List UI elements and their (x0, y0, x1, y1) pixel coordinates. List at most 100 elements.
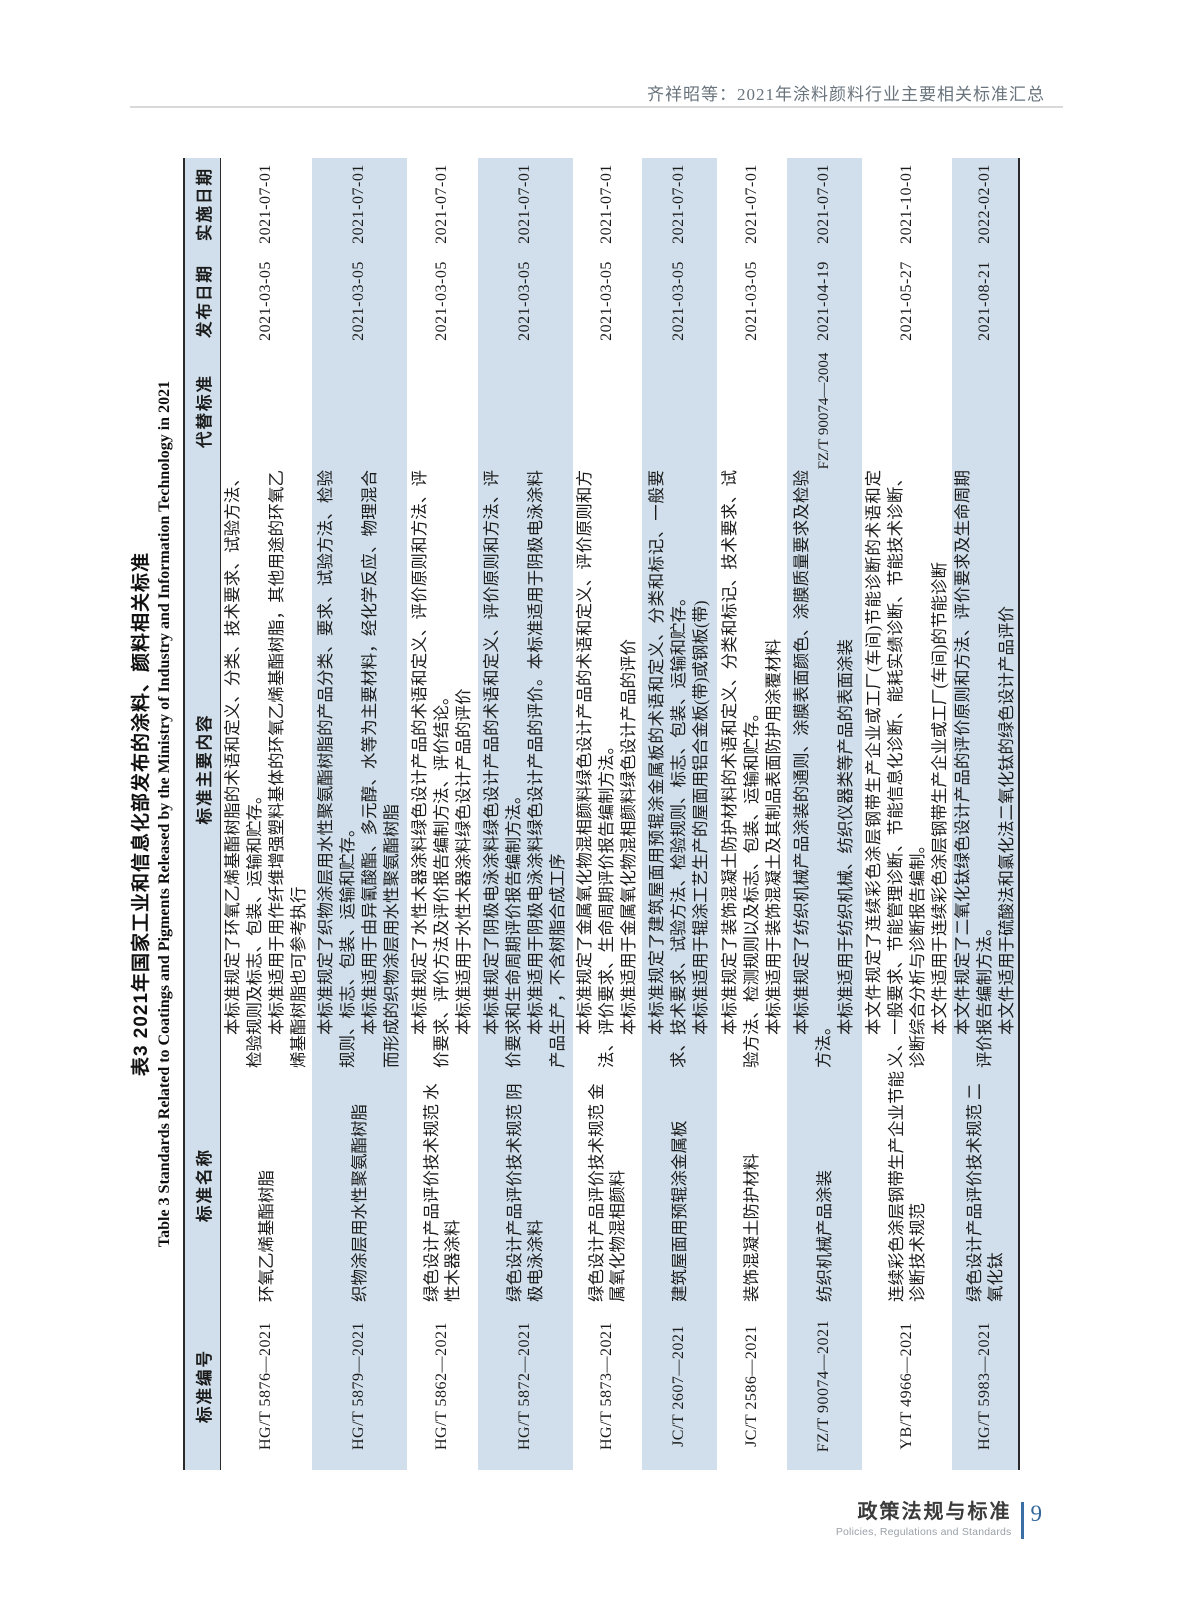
col-header-issued: 发布日期 (184, 250, 221, 352)
implementation-date-cell: 2021-07-01 (670, 164, 687, 244)
table-row: JC/T 2607—2021 建筑屋面用预辊涂金属板 本标准规定了建筑屋面用预辊… (641, 158, 717, 1470)
content-paragraph: 本标准规定了阴极电泳涂料绿色设计产品的术语和定义、评价原则和方法、评价要求和生命… (482, 470, 523, 1068)
replaced-standard-cell (407, 352, 478, 470)
running-head: 齐祥昭等：2021年涂料颜料行业主要相关标准汇总 (647, 85, 1045, 104)
table-row: JC/T 2586—2021 装饰混凝土防护材料 本标准规定了装饰混凝土防护材料… (717, 158, 787, 1470)
replaced-standard-cell (478, 352, 573, 470)
standard-name-cell: 绿色设计产品评价技术规范 阴极电泳涂料 (505, 1083, 545, 1302)
standard-content-cell: 本文件规定了二氧化钛绿色设计产品的评价原则和方法、评价要求及生命周期评价报告编制… (952, 470, 1019, 1068)
replaced-standard-cell (221, 352, 312, 470)
content-paragraph: 本标准规定了织物涂层用水性聚氨酯树脂的产品分类、要求、试验方法、检验规则、标志、… (316, 470, 357, 1068)
content-paragraph: 本标准规定了纺织机械产品涂装的通则、涂膜表面颜色、涂膜质量要求及检验方法。 (792, 470, 833, 1068)
col-header-name: 标准名称 (184, 1068, 221, 1302)
implementation-date-cell: 2021-07-01 (742, 164, 760, 244)
standard-content-cell: 本标准规定了装饰混凝土防护材料的术语和定义、分类和标记、技术要求、试验方法、检测… (717, 470, 787, 1068)
running-head-rule (130, 106, 1063, 108)
content-paragraph: 本标准适用于金属氧化物混相颜料绿色设计产品的评价 (619, 639, 638, 1035)
content-paragraph: 本标准适用于由异氰酸酯、多元醇、水等为主要材料，经化学反应、物理混合而形成的织物… (360, 470, 401, 1068)
implementation-date-cell: 2022-02-01 (975, 164, 993, 244)
table-row: HG/T 5873—2021 绿色设计产品评价技术规范 金属氧化物混相颜料 本标… (573, 158, 642, 1470)
issue-date-cell: 2021-03-05 (350, 261, 367, 341)
content-paragraph: 本标准适用于辊涂工艺生产的屋面用铝合金板(带)或钢板(带) (691, 600, 710, 1035)
standard-code-cell: JC/T 2586—2021 (742, 1325, 760, 1447)
standard-name-cell: 绿色设计产品评价技术规范 水性木器涂料 (422, 1083, 462, 1302)
rotated-table-area: 表3 2021年国家工业和信息化部发布的涂料、颜料相关标准 Table 3 St… (129, 158, 1020, 1470)
standard-name-cell: 环氧乙烯基酯树脂 (256, 1170, 276, 1302)
standard-name-cell: 连续彩色涂层钢带生产企业节能诊断技术规范 (886, 1071, 927, 1302)
standard-code-cell: HG/T 5872—2021 (516, 1321, 533, 1451)
header-row: 标准编号 标准名称 标准主要内容 代替标准 发布日期 实施日期 (184, 158, 221, 1470)
standard-content-cell: 本标准规定了纺织机械产品涂装的通则、涂膜表面颜色、涂膜质量要求及检验方法。 本标… (787, 470, 862, 1068)
table-row: HG/T 5983—2021 绿色设计产品评价技术规范 二氧化钛 本文件规定了二… (951, 158, 1019, 1470)
page-footer: 政策法规与标准 Policies, Regulations and Standa… (820, 1500, 1042, 1539)
content-paragraph: 本标准规定了水性木器涂料绿色设计产品的术语和定义、评价原则和方法、评价要求、评价… (410, 470, 451, 1068)
issue-date-cell: 2021-05-27 (897, 261, 915, 341)
issue-date-cell: 2021-03-05 (257, 261, 275, 341)
standard-code-cell: HG/T 5862—2021 (433, 1321, 450, 1451)
standard-content-cell: 本标准规定了织物涂层用水性聚氨酯树脂的产品分类、要求、试验方法、检验规则、标志、… (312, 470, 407, 1068)
standard-code-cell: HG/T 5873—2021 (598, 1321, 615, 1451)
standard-name-cell: 绿色设计产品评价技术规范 金属氧化物混相颜料 (587, 1083, 627, 1302)
standard-code-cell: FZ/T 90074—2021 (815, 1319, 832, 1453)
table-title-cn: 表3 2021年国家工业和信息化部发布的涂料、颜料相关标准 (131, 551, 152, 1077)
content-paragraph: 本标准规定了建筑屋面用预辊涂金属板的术语和定义、分类和标记、一般要求、技术要求、… (647, 470, 688, 1068)
implementation-date-cell: 2021-07-01 (815, 164, 832, 244)
content-paragraph: 本文件规定了二氧化钛绿色设计产品的评价原则和方法、评价要求及生命周期评价报告编制… (952, 470, 994, 1068)
col-header-replaced: 代替标准 (184, 352, 221, 470)
standard-content-cell: 本标准规定了建筑屋面用预辊涂金属板的术语和定义、分类和标记、一般要求、技术要求、… (642, 470, 717, 1068)
issue-date-cell: 2021-03-05 (433, 261, 450, 341)
footer-section-en: Policies, Regulations and Standards (835, 1526, 1012, 1538)
issue-date-cell: 2021-03-05 (670, 261, 687, 341)
footer-accent-bar (1020, 1502, 1024, 1539)
footer-section-cn: 政策法规与标准 (857, 1501, 1012, 1523)
implementation-date-cell: 2021-07-01 (350, 164, 367, 244)
implementation-date-cell: 2021-07-01 (598, 164, 615, 244)
replaced-standard-cell (312, 352, 407, 470)
standard-code-cell: YB/T 4966—2021 (897, 1322, 915, 1450)
content-paragraph: 本标准适用于纺织机械、纺织仪器类等产品的表面涂装 (836, 639, 855, 1035)
content-paragraph: 本标准适用于阴极电泳涂料绿色设计产品的评价。本标准适用于阴极电泳涂料产品生产，不… (526, 470, 567, 1068)
col-header-code: 标准编号 (184, 1302, 221, 1470)
implementation-date-cell: 2021-07-01 (257, 164, 275, 244)
table-title-en: Table 3 Standards Related to Coatings an… (156, 380, 173, 1248)
standard-name-cell: 织物涂层用水性聚氨酯树脂 (349, 1104, 369, 1302)
replaced-standard-cell (573, 352, 642, 470)
standard-code-cell: HG/T 5879—2021 (350, 1321, 367, 1451)
col-header-content: 标准主要内容 (184, 470, 221, 1068)
content-paragraph: 本标准适用于水性木器涂料绿色设计产品的评价 (454, 688, 473, 1036)
standard-code-cell: HG/T 5876—2021 (257, 1321, 275, 1451)
table-row: YB/T 4966—2021 连续彩色涂层钢带生产企业节能诊断技术规范 本文件规… (862, 158, 952, 1470)
standard-content-cell: 本标准规定了阴极电泳涂料绿色设计产品的术语和定义、评价原则和方法、评价要求和生命… (478, 470, 573, 1068)
content-paragraph: 本标准规定了装饰混凝土防护材料的术语和定义、分类和标记、技术要求、试验方法、检测… (719, 470, 761, 1068)
standard-code-cell: JC/T 2607—2021 (670, 1325, 687, 1447)
issue-date-cell: 2021-03-05 (516, 261, 533, 341)
table-row: HG/T 5876—2021 环氧乙烯基酯树脂 本标准规定了环氧乙烯基酯树脂的术… (221, 158, 312, 1470)
replaced-standard-cell: FZ/T 90074—2004 (815, 352, 832, 470)
table-row: HG/T 5862—2021 绿色设计产品评价技术规范 水性木器涂料 本标准规定… (407, 158, 478, 1470)
content-paragraph: 本文件适用于连续彩色涂层钢带生产企业或工厂(车间)的节能诊断 (929, 562, 949, 1035)
implementation-date-cell: 2021-10-01 (897, 164, 915, 244)
replaced-standard-cell (642, 352, 717, 470)
replaced-standard-cell (717, 352, 787, 470)
standard-code-cell: HG/T 5983—2021 (975, 1321, 993, 1451)
standard-name-cell: 装饰混凝土防护材料 (742, 1153, 761, 1303)
implementation-date-cell: 2021-07-01 (433, 164, 450, 244)
standard-name-cell: 建筑屋面用预辊涂金属板 (669, 1120, 689, 1303)
content-paragraph: 本标准适用于用作纤维增强塑料基体的环氧乙烯基酯树脂，其他用途的环氧乙烯基酯树脂也… (267, 470, 309, 1068)
content-paragraph: 本标准规定了金属氧化物混相颜料绿色设计产品的术语和定义、评价原则和方法、评价要求… (575, 470, 616, 1068)
rotated-table: 表3 2021年国家工业和信息化部发布的涂料、颜料相关标准 Table 3 St… (129, 158, 1020, 1470)
table-row: FZ/T 90074—2021 纺织机械产品涂装 本标准规定了纺织机械产品涂装的… (786, 158, 862, 1470)
content-paragraph: 本文件规定了连续彩色涂层钢带生产企业或工厂(车间)节能诊断的术语和定义、一般要求… (863, 470, 927, 1068)
content-paragraph: 本标准适用于装饰混凝土及其制品表面防护用涂覆材料 (763, 639, 783, 1035)
col-header-implemented: 实施日期 (184, 158, 221, 250)
replaced-standard-cell (862, 352, 952, 470)
standards-table: 标准编号 标准名称 标准主要内容 代替标准 发布日期 实施日期 HG/T 587… (183, 158, 1020, 1470)
table-row: HG/T 5879—2021 织物涂层用水性聚氨酯树脂 本标准规定了织物涂层用水… (311, 158, 407, 1470)
footer-section-title: 政策法规与标准 Policies, Regulations and Standa… (836, 1500, 1012, 1539)
page-number: 9 (1030, 1501, 1043, 1526)
table-row: HG/T 5872—2021 绿色设计产品评价技术规范 阴极电泳涂料 本标准规定… (477, 158, 573, 1470)
issue-date-cell: 2021-03-05 (598, 261, 615, 341)
standard-name-cell: 绿色设计产品评价技术规范 二氧化钛 (964, 1083, 1005, 1302)
issue-date-cell: 2021-04-19 (815, 261, 832, 341)
